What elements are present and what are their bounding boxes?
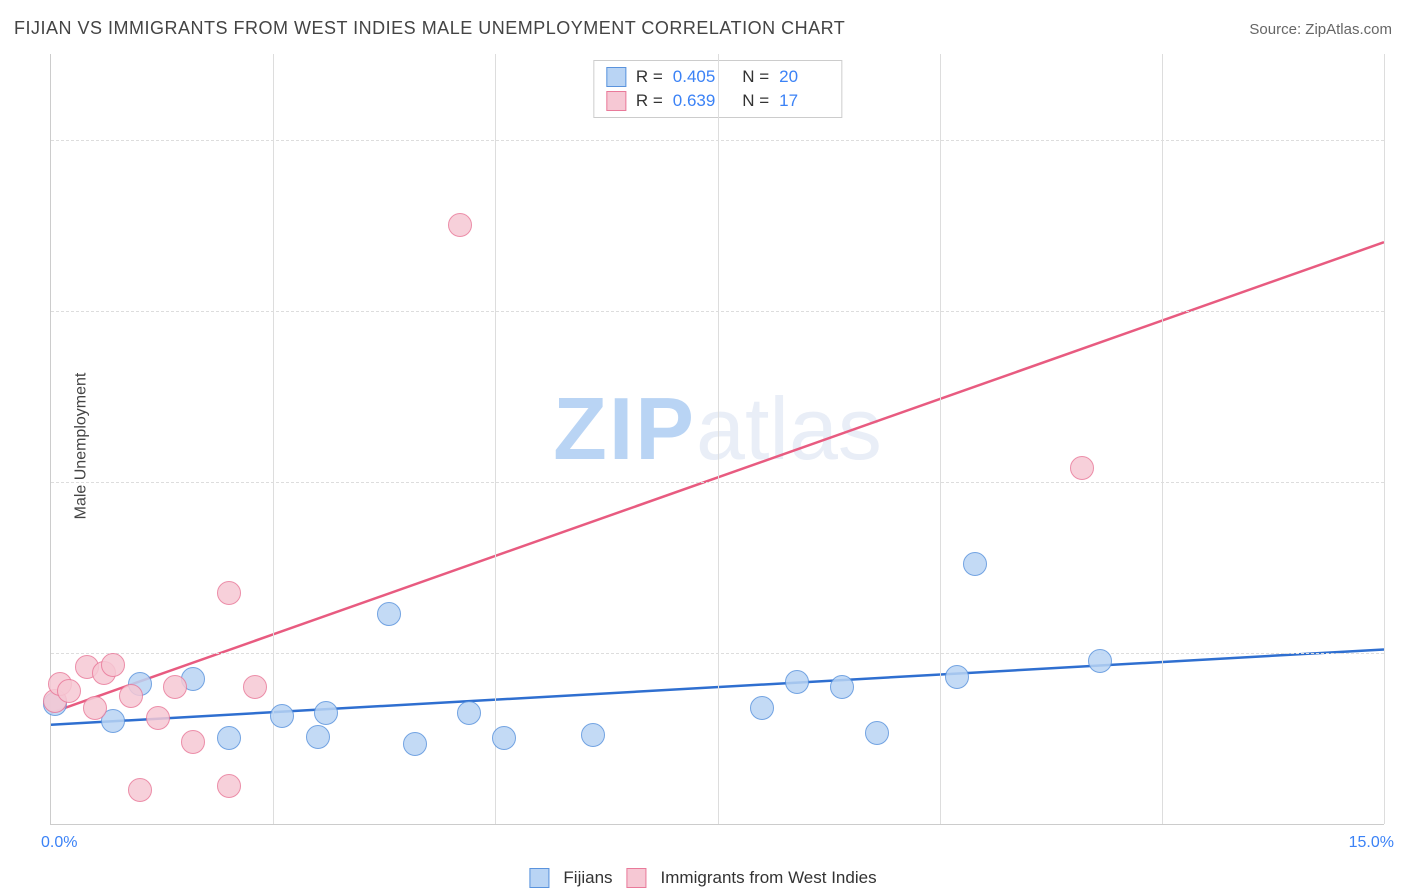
data-point (217, 774, 241, 798)
data-point (581, 723, 605, 747)
stat-r-label: R = (636, 89, 663, 113)
stat-r-label: R = (636, 65, 663, 89)
chart-title: FIJIAN VS IMMIGRANTS FROM WEST INDIES MA… (14, 18, 845, 39)
stat-r-value: 0.639 (673, 89, 723, 113)
data-point (492, 726, 516, 750)
legend-label: Immigrants from West Indies (661, 868, 877, 888)
data-point (217, 726, 241, 750)
legend-swatch (606, 67, 626, 87)
legend-swatch (627, 868, 647, 888)
data-point (83, 696, 107, 720)
data-point (1070, 456, 1094, 480)
source-prefix: Source: (1249, 21, 1305, 38)
data-point (403, 732, 427, 756)
gridline-vertical (1384, 54, 1385, 824)
x-tick-max: 15.0% (1349, 834, 1394, 852)
data-point (181, 730, 205, 754)
data-point (830, 675, 854, 699)
data-point (1088, 649, 1112, 673)
gridline-vertical (718, 54, 719, 824)
watermark-light: atlas (696, 379, 882, 478)
x-tick-min: 0.0% (41, 834, 77, 852)
data-point (128, 778, 152, 802)
gridline-vertical (495, 54, 496, 824)
data-point (243, 675, 267, 699)
data-point (963, 552, 987, 576)
gridline-vertical (1162, 54, 1163, 824)
y-tick-label: 40.0% (1394, 131, 1406, 149)
stat-r-value: 0.405 (673, 65, 723, 89)
y-tick-label: 20.0% (1394, 473, 1406, 491)
gridline-vertical (940, 54, 941, 824)
legend-label: Fijians (563, 868, 612, 888)
data-point (865, 721, 889, 745)
data-point (314, 701, 338, 725)
data-point (457, 701, 481, 725)
source-name: ZipAtlas.com (1305, 21, 1392, 38)
plot-area: ZIPatlas R =0.405 N =20R =0.639 N =17 10… (50, 54, 1384, 825)
data-point (217, 581, 241, 605)
stat-n-label: N = (733, 65, 769, 89)
data-point (750, 696, 774, 720)
data-point (785, 670, 809, 694)
source-attribution: Source: ZipAtlas.com (1249, 21, 1392, 38)
data-point (270, 704, 294, 728)
data-point (119, 684, 143, 708)
data-point (163, 675, 187, 699)
legend-swatch (529, 868, 549, 888)
stat-n-label: N = (733, 89, 769, 113)
stat-n-value: 17 (779, 89, 829, 113)
data-point (101, 653, 125, 677)
y-tick-label: 10.0% (1394, 644, 1406, 662)
watermark-strong: ZIP (553, 379, 696, 478)
series-legend: Fijians Immigrants from West Indies (529, 868, 876, 888)
stat-n-value: 20 (779, 65, 829, 89)
data-point (377, 602, 401, 626)
data-point (448, 213, 472, 237)
data-point (146, 706, 170, 730)
legend-swatch (606, 91, 626, 111)
data-point (57, 679, 81, 703)
y-tick-label: 30.0% (1394, 302, 1406, 320)
data-point (306, 725, 330, 749)
data-point (945, 665, 969, 689)
